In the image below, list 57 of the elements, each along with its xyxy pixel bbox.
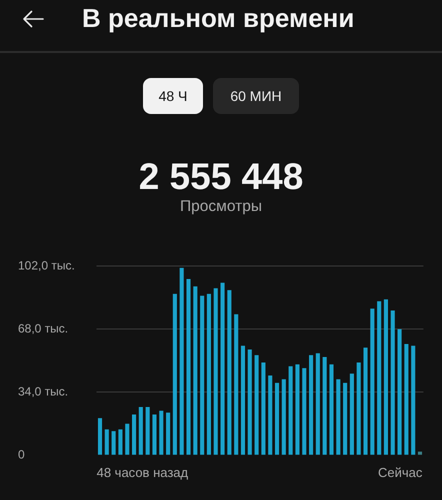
- bar: [295, 364, 300, 455]
- y-tick-label: 102,0 тыс.: [18, 258, 75, 272]
- y-tick-label: 34,0 тыс.: [18, 384, 68, 399]
- bar: [159, 410, 164, 455]
- bar: [104, 429, 109, 455]
- chart-title: В реальном времени: [82, 2, 354, 34]
- bar: [343, 382, 348, 455]
- bar: [227, 290, 232, 455]
- bar: [254, 355, 259, 455]
- bar: [132, 414, 136, 455]
- bar: [240, 346, 246, 455]
- text: 48 часов назад: [96, 464, 189, 480]
- bar: [118, 429, 122, 455]
- bar: [322, 356, 327, 455]
- bar: [214, 288, 218, 455]
- y-tick-label: 68,0 тыс.: [18, 321, 68, 336]
- bar: [398, 329, 402, 455]
- bar: [418, 452, 422, 455]
- bar: [234, 314, 238, 455]
- bar: [350, 374, 354, 455]
- bar: [248, 350, 252, 455]
- bar: [112, 431, 116, 455]
- text: Просмотры: [179, 198, 263, 216]
- text: Сейчас: [378, 464, 423, 480]
- bar: [363, 348, 368, 455]
- bar: [200, 296, 204, 455]
- bar: [411, 346, 416, 455]
- y-tick-label: 0: [18, 448, 25, 462]
- bar: [193, 286, 198, 455]
- bar: [390, 310, 395, 455]
- bar: [166, 412, 170, 455]
- bar: [220, 282, 225, 455]
- bar: [377, 301, 382, 455]
- bar: [282, 379, 286, 455]
- bar: [206, 294, 211, 455]
- bar: [172, 294, 177, 455]
- bar: [152, 414, 157, 455]
- bar: [302, 368, 306, 455]
- bar: [138, 407, 143, 455]
- bar: [261, 362, 266, 455]
- bar: [316, 353, 320, 455]
- bar: [274, 382, 280, 455]
- bar: [288, 366, 293, 455]
- bar: [125, 424, 130, 455]
- bar: [309, 355, 314, 455]
- bar: [146, 407, 150, 455]
- bar: [180, 268, 184, 455]
- bar: [268, 375, 272, 455]
- bar: [336, 379, 340, 455]
- text: 2 555 448: [138, 156, 304, 197]
- bar: [404, 344, 408, 455]
- bar: [186, 278, 191, 455]
- bar: [384, 299, 388, 455]
- bar: [356, 362, 361, 455]
- bar: [329, 364, 334, 455]
- bar: [98, 418, 102, 455]
- bar: [370, 308, 374, 455]
